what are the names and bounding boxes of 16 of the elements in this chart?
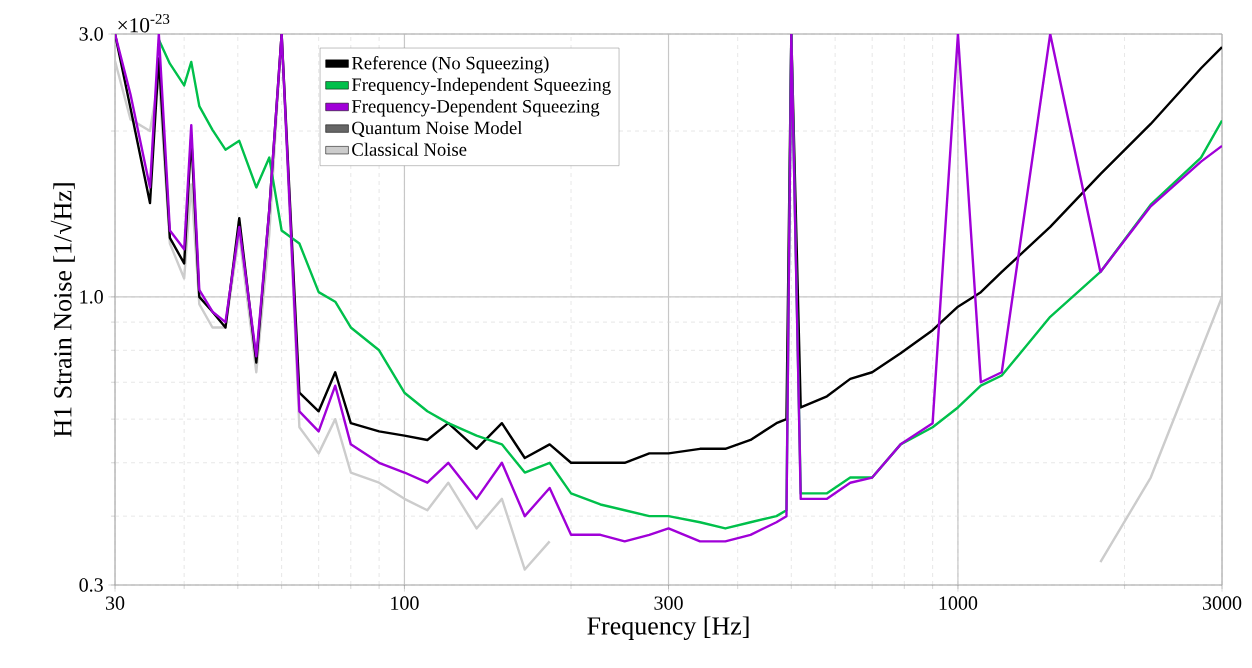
x-axis-title: Frequency [Hz] (587, 616, 749, 641)
x-tick-label: 3000 (1202, 596, 1242, 610)
legend-label: Frequency-Dependent Squeezing (351, 99, 600, 117)
y-tick-label: 1.0 (80, 290, 103, 304)
y-axis-title: H1 Strain Noise [1/√Hz] (50, 183, 75, 437)
legend-label: Quantum Noise Model (352, 121, 523, 138)
x-tick-label: 30 (105, 596, 125, 610)
y-tick-label: 3.0 (79, 27, 103, 41)
x-tick-label: 300 (654, 596, 683, 610)
legend-label: Reference (No Squeezing) (351, 56, 549, 74)
legend-label: Frequency-Independent Squeezing (351, 77, 611, 95)
text: ×10$^{-23}$ (118, 13, 170, 33)
legend-label: Classical Noise (352, 142, 467, 156)
x-tick-label: 1000 (939, 596, 978, 610)
y-tick-label: 0.3 (79, 578, 103, 592)
x-tick-label: 100 (391, 596, 419, 610)
